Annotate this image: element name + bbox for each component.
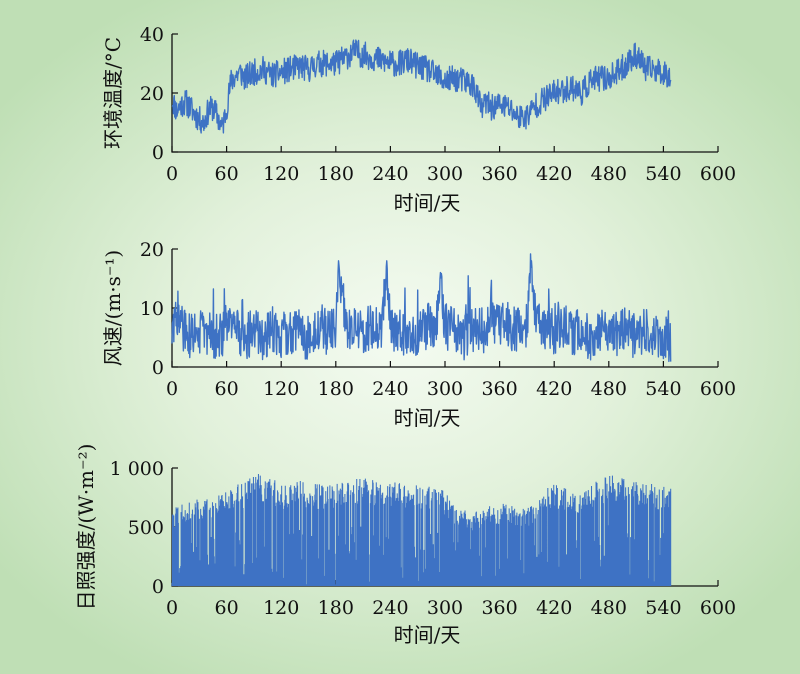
x-tick-label: 540: [645, 597, 681, 619]
y-axis-label: 环境温度/°C: [101, 37, 125, 149]
x-tick-label: 420: [536, 378, 572, 400]
x-tick-label: 0: [166, 378, 178, 400]
x-tick-label: 540: [645, 163, 681, 185]
x-tick-label: 60: [215, 378, 239, 400]
y-tick-label: 0: [152, 357, 164, 379]
x-tick-label: 600: [700, 378, 736, 400]
y-tick-label: 500: [128, 517, 164, 539]
x-tick-label: 600: [700, 597, 736, 619]
chart-panel-1: 0 60 120 180 240 300 360 420 480 540 600 0 20 40 时间/天 环…: [101, 24, 736, 215]
x-tick-label: 60: [215, 163, 239, 185]
x-tick-label: 60: [215, 597, 239, 619]
chart-panel-3: 0 60 120 180 240 300 360 420 480 540 600 0 500 1 000 时…: [74, 444, 736, 647]
x-axis-label: 时间/天: [394, 191, 461, 215]
y-tick-label: 40: [140, 24, 164, 46]
x-tick-label: 480: [591, 163, 627, 185]
y-tick-label: 20: [140, 239, 164, 261]
series-line: [171, 39, 672, 134]
x-tick-label: 120: [263, 163, 299, 185]
x-tick-label: 0: [166, 597, 178, 619]
y-tick-label: 20: [140, 83, 164, 105]
x-tick-label: 540: [645, 378, 681, 400]
series-line: [171, 253, 672, 363]
x-tick-label: 300: [427, 163, 463, 185]
x-tick-label: 480: [591, 597, 627, 619]
x-tick-label: 360: [481, 378, 517, 400]
x-tick-label: 0: [166, 163, 178, 185]
x-axis-label: 时间/天: [394, 623, 461, 647]
x-tick-label: 600: [700, 163, 736, 185]
x-tick-label: 240: [372, 597, 408, 619]
y-tick-label: 1 000: [110, 458, 164, 480]
x-tick-label: 180: [318, 378, 354, 400]
y-axis-label: 日照强度/(W·m⁻²): [74, 444, 98, 611]
x-tick-label: 300: [427, 597, 463, 619]
x-tick-label: 120: [263, 378, 299, 400]
y-tick-label: 0: [152, 576, 164, 598]
x-tick-label: 120: [263, 597, 299, 619]
x-tick-label: 180: [318, 597, 354, 619]
x-tick-label: 420: [536, 163, 572, 185]
x-tick-label: 420: [536, 597, 572, 619]
x-tick-label: 360: [481, 597, 517, 619]
x-tick-label: 360: [481, 163, 517, 185]
x-tick-label: 180: [318, 163, 354, 185]
y-tick-label: 0: [152, 142, 164, 164]
x-tick-label: 240: [372, 163, 408, 185]
chart-panel-2: 0 60 120 180 240 300 360 420 480 540 600 0 10 20 时间/天 风…: [101, 239, 736, 430]
x-tick-label: 240: [372, 378, 408, 400]
series-area: [171, 473, 672, 586]
axis-line: [171, 34, 718, 153]
x-tick-label: 480: [591, 378, 627, 400]
x-tick-label: 300: [427, 378, 463, 400]
y-tick-label: 10: [140, 298, 164, 320]
y-axis-label: 风速/(m·s⁻¹): [101, 250, 125, 367]
x-axis-label: 时间/天: [394, 406, 461, 430]
